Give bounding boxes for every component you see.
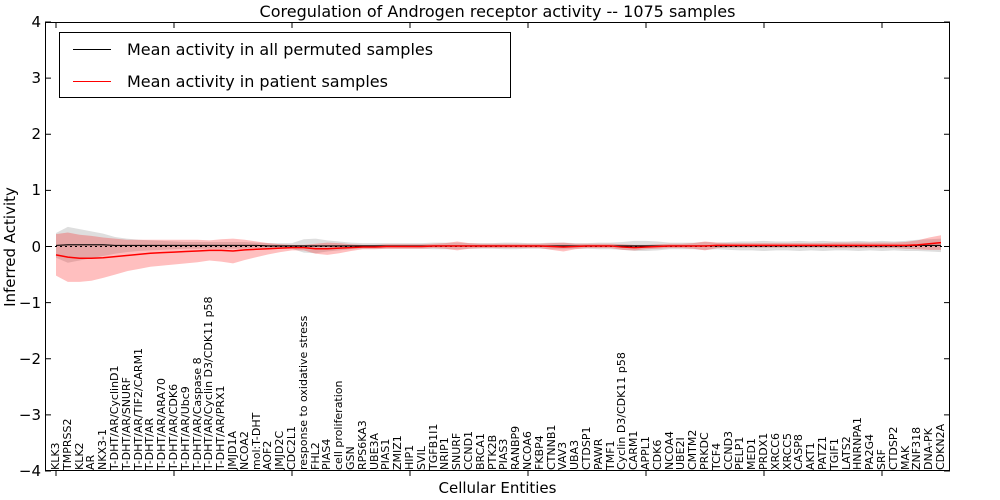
x-tick-label: response to oxidative stress xyxy=(296,315,310,470)
patient-mean-line xyxy=(55,241,942,260)
x-tick-label: TGIF1 xyxy=(827,438,841,470)
permuted-std-band xyxy=(56,226,941,263)
permuted-line-sample-icon xyxy=(73,48,111,50)
x-tick-label: CDK6 xyxy=(650,439,664,470)
x-tick-label: SVIL xyxy=(414,446,428,470)
x-tick-label: NCOA2 xyxy=(237,431,251,470)
y-tick-label: −2 xyxy=(18,349,41,368)
x-tick-label: FKBP4 xyxy=(532,435,546,470)
patient-line-sample-icon xyxy=(73,80,111,82)
legend: Mean activity in all permuted samples Me… xyxy=(59,32,511,98)
y-tick-label: 1 xyxy=(31,181,41,200)
x-tick-label: RPS6KA3 xyxy=(355,420,369,470)
x-tick-label: TMPRSS2 xyxy=(60,418,74,470)
x-tick-label: CDKN2A xyxy=(934,423,947,470)
x-tick-label: TCF4 xyxy=(709,442,723,470)
legend-item-patient: Mean activity in patient samples xyxy=(60,65,510,97)
x-tick-label: CTDSP2 xyxy=(886,426,900,470)
y-tick-label: −3 xyxy=(18,405,41,424)
y-tick-label: 4 xyxy=(31,13,41,31)
patient-std-band xyxy=(56,232,941,282)
y-tick-label: −4 xyxy=(18,462,41,480)
x-tick-label: T-DHT/AR/SNURF xyxy=(119,377,133,470)
legend-label-patient: Mean activity in patient samples xyxy=(127,71,388,91)
y-tick-label: 2 xyxy=(31,125,41,144)
x-tick-label: PAWR xyxy=(591,438,605,470)
legend-label-permuted: Mean activity in all permuted samples xyxy=(127,39,434,59)
x-tick-label: BRCA1 xyxy=(473,433,487,470)
x-axis-label: Cellular Entities xyxy=(438,479,557,497)
legend-item-permuted: Mean activity in all permuted samples xyxy=(60,33,510,65)
y-tick-label: 3 xyxy=(31,69,41,88)
x-tick-label: T-DHT/AR/Ubc9 xyxy=(178,386,192,470)
y-tick-label: 0 xyxy=(31,237,41,256)
y-tick-label: −1 xyxy=(18,293,41,312)
chart-title: Coregulation of Androgen receptor activi… xyxy=(259,2,736,21)
x-tick-label: XRCC6 xyxy=(768,433,782,470)
